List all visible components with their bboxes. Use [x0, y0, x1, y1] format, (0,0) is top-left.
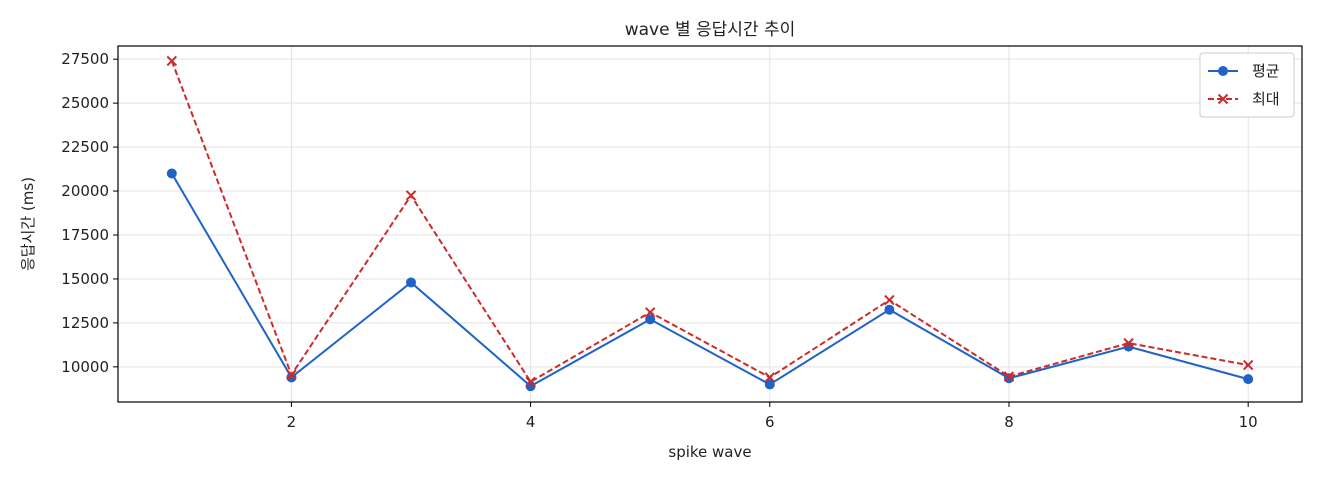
data-point [644, 307, 656, 318]
y-axis-label: 응답시간 (ms) [19, 177, 37, 271]
legend-label: 최대 [1252, 90, 1280, 108]
y-tick-label: 17500 [61, 226, 109, 244]
legend-item: 평균 [1208, 62, 1280, 80]
y-tick-label: 10000 [61, 358, 109, 376]
data-point [884, 304, 895, 315]
data-point [166, 55, 178, 67]
x-tick-label: 10 [1239, 413, 1258, 431]
data-point [764, 379, 775, 390]
legend-label: 평균 [1252, 62, 1280, 80]
y-tick-label: 27500 [61, 50, 109, 68]
series-layer [166, 55, 1254, 392]
y-tick-label: 20000 [61, 182, 109, 200]
chart-title: wave 별 응답시간 추이 [625, 20, 796, 40]
x-axis-label: spike wave [668, 443, 751, 461]
data-point [645, 314, 656, 325]
data-point [1242, 359, 1254, 371]
ticks: 2 4 6 8 10 10000 12500 15000 17500 20000 22500 2500… [61, 50, 1257, 431]
x-tick-label: 2 [287, 413, 297, 431]
grid [118, 46, 1302, 402]
y-tick-label: 22500 [61, 138, 109, 156]
series-line [170, 60, 1249, 384]
y-tick-label: 25000 [61, 94, 109, 112]
data-point [166, 168, 177, 179]
data-point [405, 190, 417, 201]
data-point [286, 369, 297, 380]
data-point [1003, 371, 1015, 382]
y-tick-label: 12500 [61, 314, 109, 332]
legend-marker [1217, 93, 1229, 105]
x-tick-label: 4 [526, 413, 536, 431]
data-point [286, 372, 297, 383]
data-point [1123, 337, 1134, 349]
data-point [406, 277, 417, 288]
x-tick-label: 8 [1004, 413, 1014, 431]
series-1 [166, 168, 1254, 392]
series-line [170, 172, 1249, 388]
data-point [764, 372, 776, 383]
legend-box [1199, 52, 1295, 118]
legend-marker [1218, 66, 1228, 76]
data-point [884, 294, 895, 306]
plot-frame [117, 45, 1303, 403]
series-2 [166, 55, 1254, 387]
y-tick-label: 15000 [61, 270, 109, 288]
data-point [1243, 374, 1254, 385]
data-point [525, 376, 536, 387]
legend-item: 최대 [1208, 90, 1280, 108]
x-tick-label: 6 [765, 413, 775, 431]
